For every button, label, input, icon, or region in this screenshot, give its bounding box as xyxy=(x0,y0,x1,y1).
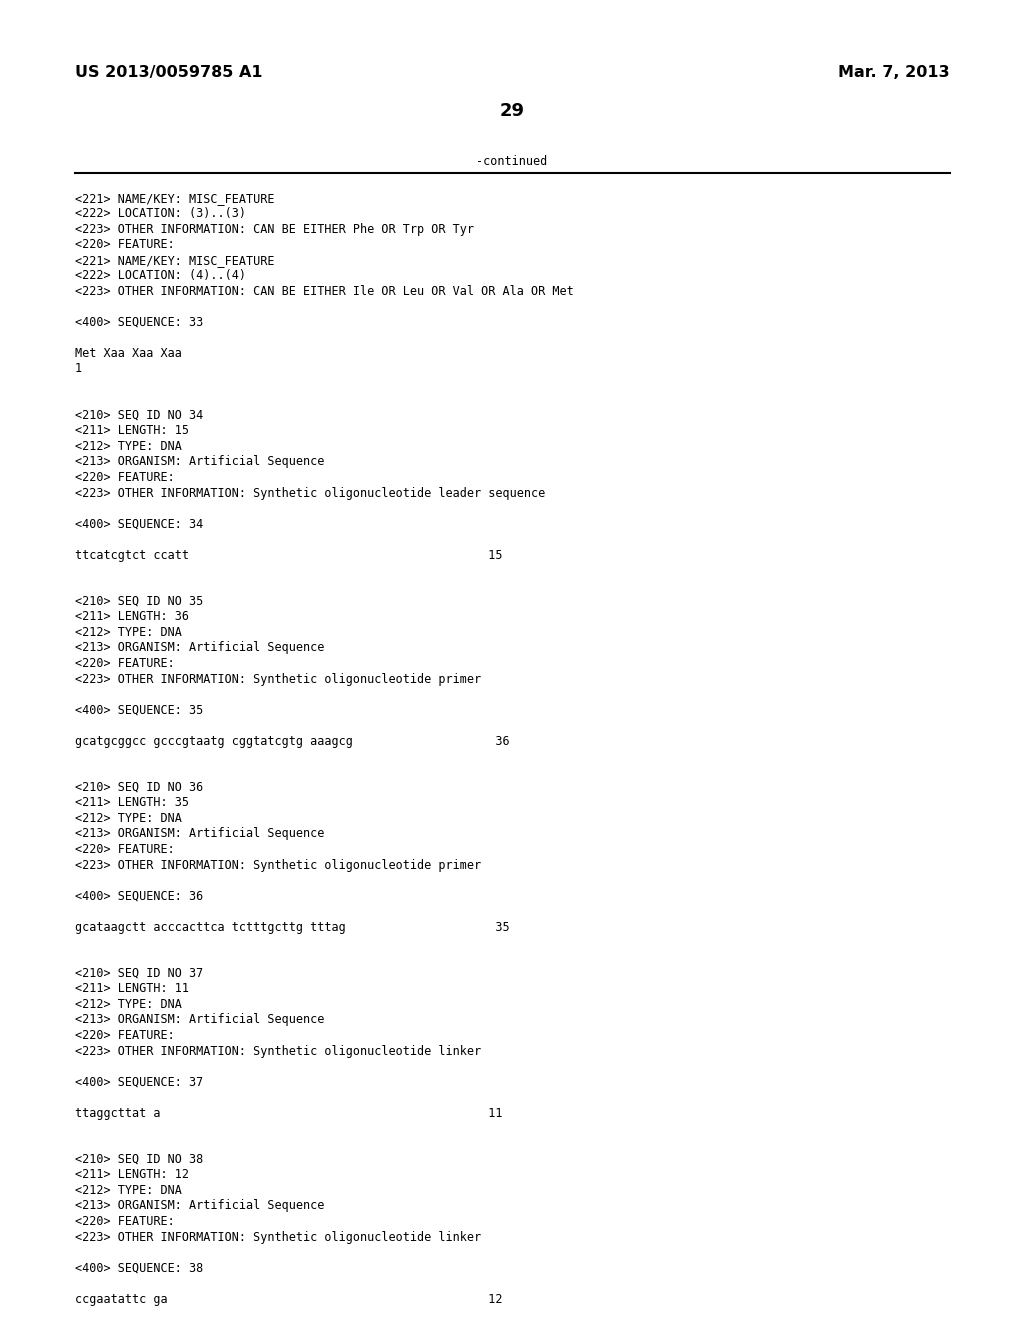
Text: <223> OTHER INFORMATION: Synthetic oligonucleotide leader sequence: <223> OTHER INFORMATION: Synthetic oligo… xyxy=(75,487,545,499)
Text: US 2013/0059785 A1: US 2013/0059785 A1 xyxy=(75,65,262,81)
Text: <213> ORGANISM: Artificial Sequence: <213> ORGANISM: Artificial Sequence xyxy=(75,1200,325,1213)
Text: <210> SEQ ID NO 36: <210> SEQ ID NO 36 xyxy=(75,781,203,795)
Text: <210> SEQ ID NO 37: <210> SEQ ID NO 37 xyxy=(75,968,203,979)
Text: <223> OTHER INFORMATION: Synthetic oligonucleotide primer: <223> OTHER INFORMATION: Synthetic oligo… xyxy=(75,672,481,685)
Text: Met Xaa Xaa Xaa: Met Xaa Xaa Xaa xyxy=(75,347,182,360)
Text: ttaggcttat a                                              11: ttaggcttat a 11 xyxy=(75,1106,503,1119)
Text: <220> FEATURE:: <220> FEATURE: xyxy=(75,657,175,671)
Text: Mar. 7, 2013: Mar. 7, 2013 xyxy=(839,65,950,81)
Text: <220> FEATURE:: <220> FEATURE: xyxy=(75,1214,175,1228)
Text: <400> SEQUENCE: 38: <400> SEQUENCE: 38 xyxy=(75,1262,203,1275)
Text: gcataagctt acccacttca tctttgcttg tttag                     35: gcataagctt acccacttca tctttgcttg tttag 3… xyxy=(75,920,510,933)
Text: <400> SEQUENCE: 36: <400> SEQUENCE: 36 xyxy=(75,890,203,903)
Text: <223> OTHER INFORMATION: Synthetic oligonucleotide primer: <223> OTHER INFORMATION: Synthetic oligo… xyxy=(75,858,481,871)
Text: <220> FEATURE:: <220> FEATURE: xyxy=(75,843,175,855)
Text: <210> SEQ ID NO 34: <210> SEQ ID NO 34 xyxy=(75,409,203,422)
Text: <211> LENGTH: 15: <211> LENGTH: 15 xyxy=(75,425,189,437)
Text: <220> FEATURE:: <220> FEATURE: xyxy=(75,1030,175,1041)
Text: <223> OTHER INFORMATION: Synthetic oligonucleotide linker: <223> OTHER INFORMATION: Synthetic oligo… xyxy=(75,1230,481,1243)
Text: -continued: -continued xyxy=(476,154,548,168)
Text: <400> SEQUENCE: 34: <400> SEQUENCE: 34 xyxy=(75,517,203,531)
Text: <213> ORGANISM: Artificial Sequence: <213> ORGANISM: Artificial Sequence xyxy=(75,1014,325,1027)
Text: <223> OTHER INFORMATION: CAN BE EITHER Ile OR Leu OR Val OR Ala OR Met: <223> OTHER INFORMATION: CAN BE EITHER I… xyxy=(75,285,573,298)
Text: <220> FEATURE:: <220> FEATURE: xyxy=(75,239,175,252)
Text: <211> LENGTH: 36: <211> LENGTH: 36 xyxy=(75,610,189,623)
Text: <221> NAME/KEY: MISC_FEATURE: <221> NAME/KEY: MISC_FEATURE xyxy=(75,191,274,205)
Text: <220> FEATURE:: <220> FEATURE: xyxy=(75,471,175,484)
Text: <400> SEQUENCE: 33: <400> SEQUENCE: 33 xyxy=(75,315,203,329)
Text: <213> ORGANISM: Artificial Sequence: <213> ORGANISM: Artificial Sequence xyxy=(75,455,325,469)
Text: ccgaatattc ga                                             12: ccgaatattc ga 12 xyxy=(75,1292,503,1305)
Text: gcatgcggcc gcccgtaatg cggtatcgtg aaagcg                    36: gcatgcggcc gcccgtaatg cggtatcgtg aaagcg … xyxy=(75,734,510,747)
Text: <400> SEQUENCE: 37: <400> SEQUENCE: 37 xyxy=(75,1076,203,1089)
Text: ttcatcgtct ccatt                                          15: ttcatcgtct ccatt 15 xyxy=(75,549,503,561)
Text: <221> NAME/KEY: MISC_FEATURE: <221> NAME/KEY: MISC_FEATURE xyxy=(75,253,274,267)
Text: <212> TYPE: DNA: <212> TYPE: DNA xyxy=(75,440,182,453)
Text: <212> TYPE: DNA: <212> TYPE: DNA xyxy=(75,626,182,639)
Text: <400> SEQUENCE: 35: <400> SEQUENCE: 35 xyxy=(75,704,203,717)
Text: <212> TYPE: DNA: <212> TYPE: DNA xyxy=(75,1184,182,1197)
Text: <211> LENGTH: 35: <211> LENGTH: 35 xyxy=(75,796,189,809)
Text: <212> TYPE: DNA: <212> TYPE: DNA xyxy=(75,812,182,825)
Text: <213> ORGANISM: Artificial Sequence: <213> ORGANISM: Artificial Sequence xyxy=(75,642,325,655)
Text: <210> SEQ ID NO 38: <210> SEQ ID NO 38 xyxy=(75,1152,203,1166)
Text: <210> SEQ ID NO 35: <210> SEQ ID NO 35 xyxy=(75,595,203,609)
Text: <213> ORGANISM: Artificial Sequence: <213> ORGANISM: Artificial Sequence xyxy=(75,828,325,841)
Text: <211> LENGTH: 11: <211> LENGTH: 11 xyxy=(75,982,189,995)
Text: <222> LOCATION: (3)..(3): <222> LOCATION: (3)..(3) xyxy=(75,207,246,220)
Text: <212> TYPE: DNA: <212> TYPE: DNA xyxy=(75,998,182,1011)
Text: 29: 29 xyxy=(500,102,524,120)
Text: <222> LOCATION: (4)..(4): <222> LOCATION: (4)..(4) xyxy=(75,269,246,282)
Text: 1: 1 xyxy=(75,363,82,375)
Text: <223> OTHER INFORMATION: CAN BE EITHER Phe OR Trp OR Tyr: <223> OTHER INFORMATION: CAN BE EITHER P… xyxy=(75,223,474,236)
Text: <223> OTHER INFORMATION: Synthetic oligonucleotide linker: <223> OTHER INFORMATION: Synthetic oligo… xyxy=(75,1044,481,1057)
Text: <211> LENGTH: 12: <211> LENGTH: 12 xyxy=(75,1168,189,1181)
